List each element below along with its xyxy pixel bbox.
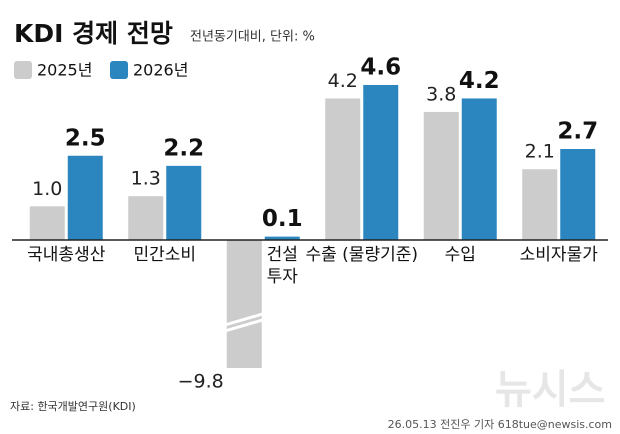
bar	[226, 240, 262, 368]
bar	[461, 98, 497, 241]
bar	[67, 155, 103, 240]
value-label: 4.2	[459, 68, 500, 94]
bar	[522, 169, 558, 240]
value-label: 3.8	[426, 83, 456, 105]
bar	[423, 111, 459, 240]
axis-break	[223, 317, 266, 333]
value-label: 4.2	[328, 70, 358, 92]
value-label: 2.2	[163, 135, 204, 161]
legend-label: 2026년	[133, 61, 188, 80]
value-label: 2.7	[557, 119, 598, 145]
chart-title: KDI 경제 전망	[14, 19, 173, 48]
bar	[29, 206, 65, 240]
logo: 뉴시스	[495, 367, 605, 413]
value-label: 2.5	[65, 125, 106, 151]
value-label: 4.6	[360, 54, 401, 80]
legend-swatch	[110, 61, 128, 79]
axis-break	[223, 311, 266, 327]
credit: 26.05.13 전진우 기자 618tue@newsis.com	[388, 418, 612, 431]
value-label: −9.8	[178, 371, 224, 393]
category-label: 국내총생산	[27, 245, 106, 265]
value-label: 2.1	[525, 141, 555, 163]
value-label: 0.1	[262, 206, 303, 232]
value-label: 1.3	[131, 168, 161, 190]
category-label: 소비자물가	[519, 245, 598, 265]
source: 자료: 한국개발연구원(KDI)	[10, 400, 136, 413]
legend-swatch	[14, 61, 32, 79]
bar	[166, 165, 202, 240]
value-label: 1.0	[32, 178, 62, 200]
chart-subtitle: 전년동기대비, 단위: %	[190, 30, 315, 45]
category-label: 수입	[444, 245, 476, 265]
legend-label: 2025년	[37, 61, 92, 80]
bar	[128, 196, 164, 240]
bar	[264, 236, 300, 240]
category-label: 건설투자	[266, 245, 298, 287]
bar	[363, 84, 399, 240]
bar	[325, 98, 361, 241]
category-label: 수출 (물량기준)	[305, 245, 419, 265]
category-label: 민간소비	[133, 245, 197, 265]
bar	[560, 149, 596, 240]
